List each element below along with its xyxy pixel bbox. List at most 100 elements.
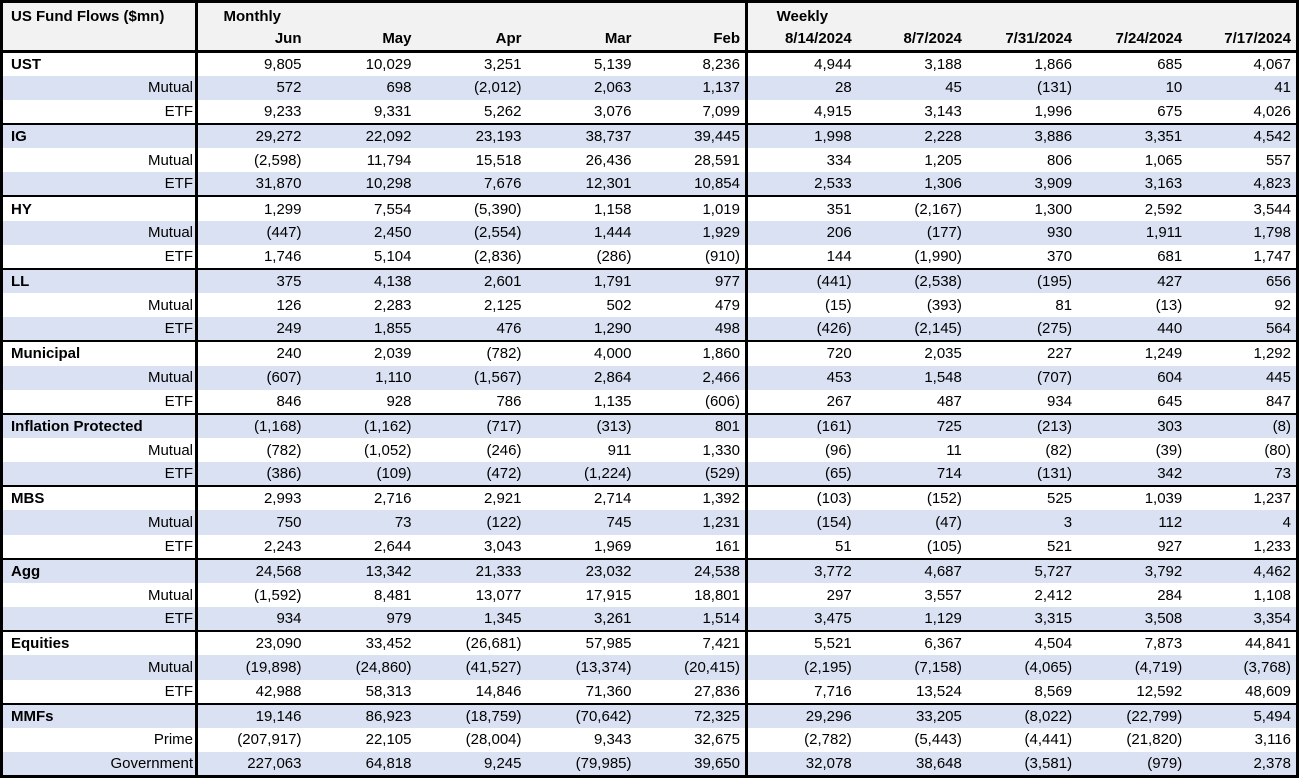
value-cell: (26,681) [416, 630, 527, 656]
value-cell: 23,193 [416, 122, 527, 149]
value-cell: (65) [744, 462, 857, 487]
category-label: Inflation Protected [1, 412, 197, 438]
value-cell: 681 [1157, 247, 1183, 265]
value-cell: 240 [195, 340, 307, 366]
value-cell: 7,099 [702, 102, 740, 120]
weekly-group-header: Weekly [744, 1, 857, 28]
monthly-group-header: Monthly [195, 1, 307, 28]
value-cell: 4,944 [744, 50, 857, 76]
value-cell: 9,245 [483, 755, 522, 773]
monthly-column-header: Apr [416, 27, 527, 53]
value-cell: 14,846 [475, 682, 522, 700]
value-cell: (782) [195, 438, 307, 463]
table-row: HY 1,299 7,554 (5,390) 1,158 1,019 351 (2,167) 1… [1, 195, 1298, 221]
category-label: IG [1, 122, 197, 149]
value-cell: 476 [496, 320, 522, 338]
value-cell: 557 [1265, 151, 1291, 169]
value-cell: 1,233 [1253, 537, 1291, 555]
value-cell: 370 [1047, 247, 1073, 265]
value-cell: 29,272 [195, 122, 307, 149]
table-row: ETF 934 979 1,345 3,261 1,514 3,475 1,129 3,315 3… [1, 607, 1298, 632]
value-cell: (131) [1037, 79, 1073, 97]
value-cell: 1,747 [1253, 247, 1291, 265]
value-cell: 1,306 [924, 175, 962, 193]
table-row: Mutual (1,592) 8,481 13,077 17,915 18,801 297 3… [2, 582, 1298, 608]
value-cell: (1,592) [195, 582, 307, 608]
value-cell: 4,067 [1187, 50, 1298, 76]
table-row: MMFs 19,146 86,923 (18,759) (70,642) 72,325 29… [1, 702, 1298, 728]
value-cell: (910) [704, 247, 740, 265]
value-cell: 5,494 [1187, 702, 1298, 728]
table-row: Agg 24,568 13,342 21,333 23,032 24,538 3,772 4,… [1, 557, 1298, 583]
value-cell: 144 [744, 244, 857, 269]
value-cell: 930 [1047, 224, 1073, 242]
value-cell: (393) [926, 296, 962, 314]
value-cell: 604 [1157, 369, 1183, 387]
value-cell: (122) [486, 514, 522, 532]
value-cell: 2,864 [593, 369, 632, 387]
value-cell: 81 [1055, 296, 1073, 314]
value-cell: 18,801 [694, 586, 740, 604]
value-cell: (3,581) [1024, 755, 1073, 773]
subcategory-label: ETF [164, 320, 193, 338]
value-cell: (161) [744, 412, 857, 438]
value-cell: 22,092 [306, 122, 417, 149]
value-cell: (2,012) [473, 79, 522, 97]
value-cell: (2,782) [744, 727, 857, 753]
value-cell: 846 [195, 389, 307, 414]
value-cell: 45 [945, 79, 962, 97]
value-cell: 12,592 [1136, 682, 1183, 700]
subcategory-label: ETF [164, 682, 193, 700]
table-row: ETF (386) (109) (472) (1,224) (529) (65) 714 (13… [1, 462, 1298, 487]
category-label: LL [1, 267, 197, 294]
value-cell: (154) [744, 510, 857, 535]
value-cell: 8,481 [373, 586, 412, 604]
value-cell: 3,557 [924, 586, 962, 604]
table-row: Mutual (782) (1,052) (246) 911 1,330 (96) 11 (82… [2, 438, 1298, 463]
value-cell: 801 [636, 412, 747, 438]
value-cell: 502 [606, 296, 632, 314]
value-cell: 3,251 [416, 50, 527, 76]
value-cell: (5,443) [914, 731, 962, 749]
value-cell: (20,415) [684, 658, 740, 676]
value-cell: 38,648 [915, 755, 962, 773]
value-cell: 71,360 [585, 682, 632, 700]
value-cell: 3,076 [593, 102, 632, 120]
value-cell: 2,450 [373, 224, 412, 242]
value-cell: 911 [607, 441, 632, 459]
table-row: Inflation Protected (1,168) (1,162) (717) (3… [1, 412, 1298, 438]
value-cell: (313) [526, 412, 637, 438]
table-row: Mutual (447) 2,450 (2,554) 1,444 1,929 206 (177… [1, 220, 1298, 245]
monthly-column-header: Mar [526, 27, 637, 53]
value-cell: 2,243 [195, 534, 307, 559]
value-cell: (979) [1147, 755, 1183, 773]
value-cell: 1,855 [373, 320, 412, 338]
value-cell: 1,998 [744, 122, 857, 149]
subcategory-label: Mutual [147, 369, 193, 387]
value-cell: 1,345 [483, 610, 522, 628]
value-cell: 1,866 [966, 50, 1078, 76]
value-cell: 1,019 [636, 195, 747, 221]
value-cell: (177) [926, 224, 962, 242]
value-cell: 977 [636, 267, 747, 294]
value-cell: (441) [744, 267, 857, 294]
value-cell: (28,004) [465, 731, 522, 749]
table-row: Mutual 126 2,283 2,125 502 479 (15) (393) 81 (13)… [2, 293, 1298, 318]
value-cell: 786 [496, 392, 522, 410]
value-cell: 73 [394, 514, 412, 532]
subcategory-label: ETF [164, 392, 193, 410]
value-cell: (607) [195, 365, 307, 390]
value-cell: 675 [1157, 102, 1183, 120]
table-row: ETF 249 1,855 476 1,290 498 (426) (2,145) (275) 4… [1, 317, 1298, 342]
value-cell: 58,313 [365, 682, 412, 700]
value-cell: (1,567) [473, 369, 522, 387]
value-cell: 1,039 [1077, 485, 1188, 511]
value-cell: 7,676 [483, 175, 522, 193]
value-cell: (131) [1037, 465, 1073, 483]
value-cell: 1,290 [593, 320, 632, 338]
subcategory-label: Government [110, 755, 193, 773]
value-cell: 1,129 [924, 610, 962, 628]
value-cell: (109) [376, 465, 412, 483]
value-cell: 10 [1165, 79, 1183, 97]
value-cell: 72,325 [636, 702, 747, 728]
